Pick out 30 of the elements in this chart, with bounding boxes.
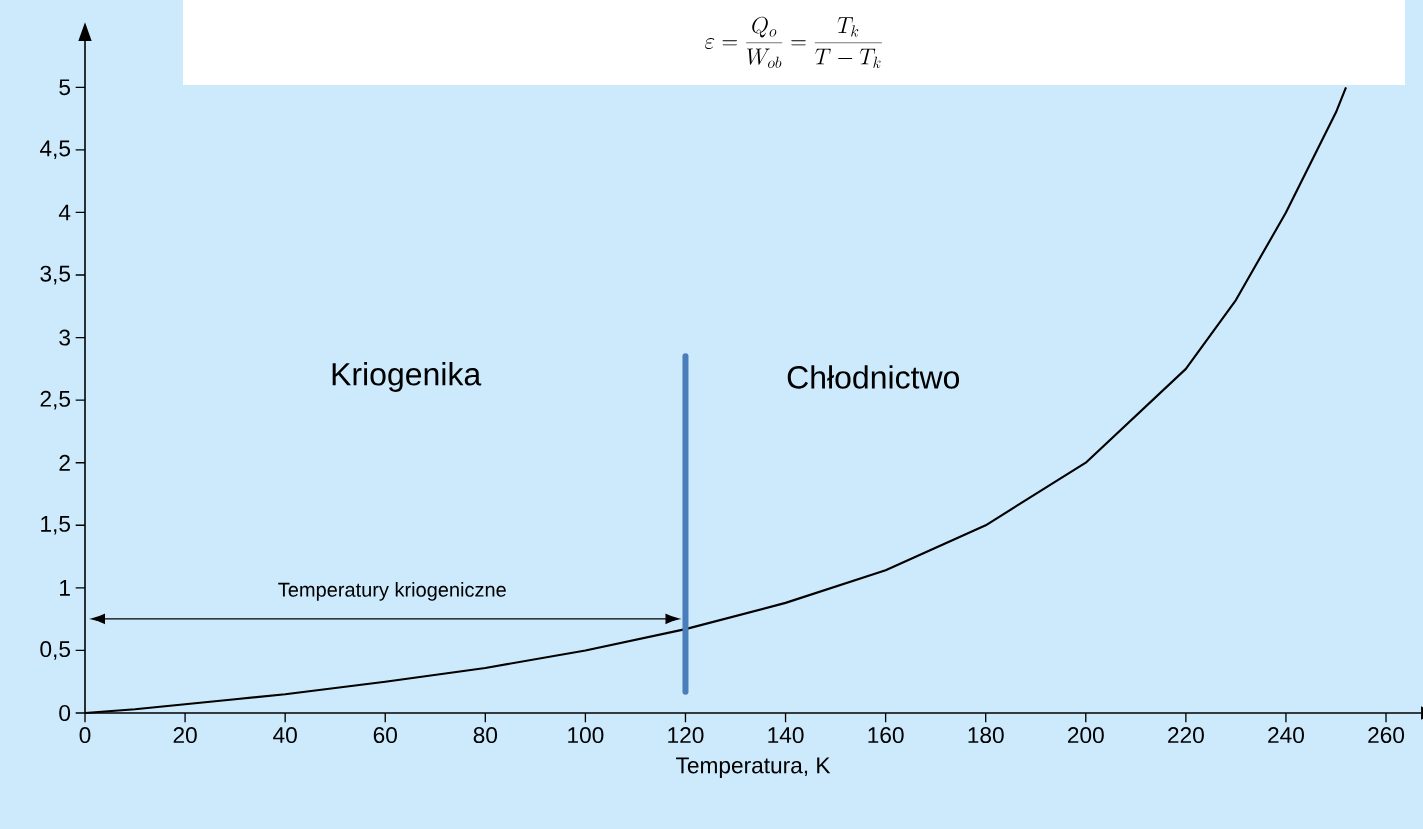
- y-tick-label: 4: [58, 204, 71, 221]
- annotation: Temperatury kriogeniczne: [278, 582, 506, 601]
- x-tick-label: 220: [1168, 727, 1204, 744]
- x-tick-label: 40: [273, 727, 297, 744]
- y-tick-label: 2,5: [40, 390, 70, 410]
- x-tick-label: 160: [868, 727, 904, 744]
- x-tick-label: 20: [173, 727, 197, 744]
- y-tick-label: 0,5: [40, 641, 70, 660]
- y-tick-label: 3: [59, 329, 70, 346]
- x-tick-label: 200: [1068, 727, 1104, 744]
- x-tick-label: 100: [568, 727, 604, 744]
- x-tick-label: 120: [668, 727, 704, 744]
- y-tick-label: 5: [59, 79, 70, 96]
- x-tick-label: 140: [768, 727, 804, 744]
- x-tick-label: 180: [968, 727, 1004, 744]
- y-tick-label: 1,5: [41, 516, 70, 535]
- y-tick-label: 2: [59, 454, 70, 471]
- x-tick-label: 80: [473, 727, 498, 744]
- y-tick-label: 4,5: [39, 140, 70, 160]
- x-axis-title: Temperatura, K: [676, 757, 831, 778]
- annotation: Kriogenika: [332, 362, 482, 392]
- x-tick-label: 240: [1268, 727, 1304, 744]
- x-tick-label: 260: [1368, 727, 1405, 744]
- chart-title: $\varepsilon = \frac{Q_o}{W_{ob}} = \frac{T_k}{T - T_k}$: [705, 16, 882, 68]
- x-tick-label: 60: [373, 727, 397, 744]
- y-tick-label: 3,5: [40, 265, 70, 285]
- y-tick-label: 0: [59, 704, 71, 722]
- y-tick-label: 1: [60, 580, 70, 596]
- x-tick-label: 0: [79, 727, 91, 744]
- annotation: Chłodnictwo: [787, 365, 960, 389]
